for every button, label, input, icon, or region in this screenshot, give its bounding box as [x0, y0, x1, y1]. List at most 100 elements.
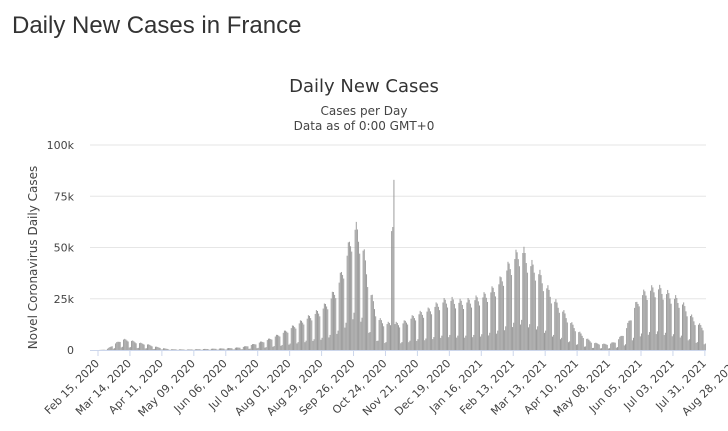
bar[interactable]	[379, 318, 381, 350]
bar[interactable]	[293, 325, 295, 350]
bar[interactable]	[509, 269, 511, 350]
bar[interactable]	[413, 318, 415, 350]
bar[interactable]	[458, 302, 460, 350]
bar[interactable]	[412, 315, 414, 350]
bar[interactable]	[221, 348, 223, 350]
bar[interactable]	[610, 343, 612, 350]
bar[interactable]	[191, 349, 193, 350]
bar[interactable]	[471, 307, 472, 350]
bar[interactable]	[432, 339, 434, 350]
bar[interactable]	[186, 349, 188, 350]
bar[interactable]	[265, 347, 267, 350]
bar[interactable]	[437, 306, 439, 350]
bar[interactable]	[628, 320, 630, 350]
bar[interactable]	[423, 317, 425, 350]
bar[interactable]	[507, 261, 509, 350]
bar[interactable]	[574, 331, 576, 350]
bar[interactable]	[644, 291, 646, 350]
bar[interactable]	[518, 266, 520, 350]
bar[interactable]	[174, 349, 176, 350]
bar[interactable]	[362, 250, 364, 350]
bar[interactable]	[695, 342, 697, 350]
bar[interactable]	[107, 348, 109, 350]
bar[interactable]	[228, 348, 229, 350]
bar[interactable]	[426, 311, 428, 350]
bar[interactable]	[411, 315, 413, 350]
bar[interactable]	[493, 292, 495, 350]
bar[interactable]	[694, 325, 696, 350]
bar[interactable]	[306, 318, 308, 350]
bar[interactable]	[403, 320, 405, 350]
bar[interactable]	[331, 291, 333, 350]
bar[interactable]	[180, 349, 182, 350]
bar[interactable]	[302, 322, 304, 350]
bar[interactable]	[442, 302, 444, 350]
bar[interactable]	[510, 275, 512, 350]
bar[interactable]	[675, 295, 677, 350]
bar[interactable]	[164, 348, 166, 350]
bar[interactable]	[374, 309, 376, 350]
bar[interactable]	[247, 346, 249, 350]
bar[interactable]	[690, 315, 691, 350]
bar[interactable]	[605, 344, 607, 350]
bar[interactable]	[312, 340, 314, 350]
bar[interactable]	[304, 342, 306, 350]
bar[interactable]	[602, 344, 604, 350]
bar[interactable]	[301, 320, 303, 350]
bar[interactable]	[583, 346, 585, 350]
bar[interactable]	[395, 321, 397, 350]
bar[interactable]	[533, 272, 535, 350]
bar[interactable]	[338, 282, 340, 350]
bar[interactable]	[347, 242, 349, 351]
bar[interactable]	[257, 347, 259, 350]
bar[interactable]	[141, 343, 143, 350]
bar[interactable]	[659, 284, 661, 350]
bar[interactable]	[629, 320, 631, 350]
bar[interactable]	[314, 313, 316, 350]
bar[interactable]	[449, 334, 451, 350]
bar[interactable]	[132, 340, 134, 350]
bar[interactable]	[210, 348, 212, 350]
bar[interactable]	[679, 337, 681, 350]
bar[interactable]	[363, 249, 365, 350]
bar[interactable]	[277, 334, 279, 350]
bar[interactable]	[546, 288, 548, 350]
bar[interactable]	[513, 322, 515, 351]
bar[interactable]	[225, 349, 227, 351]
bar[interactable]	[165, 348, 167, 350]
bar[interactable]	[239, 347, 241, 350]
bar[interactable]	[286, 331, 288, 350]
bar[interactable]	[612, 342, 614, 350]
bar[interactable]	[199, 349, 201, 350]
bar[interactable]	[249, 348, 251, 350]
bar[interactable]	[498, 284, 500, 350]
bar[interactable]	[272, 346, 274, 350]
bar[interactable]	[421, 314, 423, 350]
bar[interactable]	[150, 345, 152, 350]
bar[interactable]	[604, 343, 606, 350]
bar[interactable]	[593, 347, 595, 350]
bar[interactable]	[453, 303, 455, 350]
bar[interactable]	[609, 348, 611, 350]
bar[interactable]	[212, 348, 214, 350]
bar[interactable]	[258, 342, 260, 350]
bar[interactable]	[502, 285, 504, 350]
bar[interactable]	[246, 346, 248, 350]
bar[interactable]	[627, 322, 629, 350]
bar[interactable]	[355, 221, 357, 351]
bar[interactable]	[259, 341, 261, 350]
bar[interactable]	[361, 317, 363, 350]
bar[interactable]	[506, 270, 508, 350]
bar[interactable]	[538, 274, 540, 350]
bar[interactable]	[488, 335, 490, 350]
bar[interactable]	[559, 339, 561, 350]
bar[interactable]	[344, 327, 346, 350]
bar[interactable]	[352, 319, 354, 350]
bar[interactable]	[402, 323, 404, 350]
bar[interactable]	[263, 342, 265, 350]
bar[interactable]	[250, 344, 252, 350]
bar[interactable]	[683, 302, 685, 350]
bar[interactable]	[409, 340, 411, 350]
bar[interactable]	[294, 327, 296, 350]
bar[interactable]	[278, 335, 280, 350]
